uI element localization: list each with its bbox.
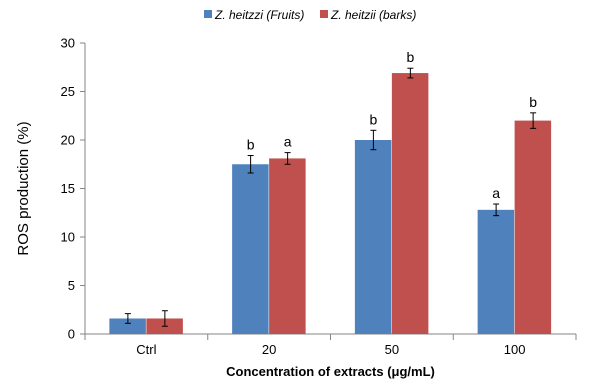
legend: Z. heitzzi (Fruits) Z. heitzii (barks) bbox=[204, 8, 416, 22]
y-tick-label: 15 bbox=[61, 181, 75, 196]
x-axis: Ctrl 20 50 100 bbox=[84, 333, 577, 357]
legend-swatch bbox=[320, 10, 328, 18]
significance-labels: b b a a b b bbox=[247, 49, 538, 201]
significance-label: b bbox=[529, 94, 537, 110]
y-axis: 0 5 10 15 20 25 30 bbox=[61, 36, 86, 342]
y-tick-label: 30 bbox=[61, 36, 75, 51]
significance-label: b bbox=[406, 49, 414, 65]
y-tick-label: 0 bbox=[68, 327, 75, 342]
y-axis-title: ROS production (%) bbox=[15, 121, 32, 255]
x-tick-label: 50 bbox=[385, 342, 399, 357]
y-tick-label: 5 bbox=[68, 278, 75, 293]
x-tick-label: Ctrl bbox=[136, 342, 156, 357]
significance-label: b bbox=[369, 111, 377, 127]
bar bbox=[354, 140, 392, 334]
bar bbox=[477, 209, 515, 334]
y-tick-label: 20 bbox=[61, 133, 75, 148]
x-tick-label: 100 bbox=[504, 342, 526, 357]
y-tick-label: 25 bbox=[61, 84, 75, 99]
legend-swatch bbox=[204, 10, 212, 18]
legend-label: Z. heitzzi (Fruits) bbox=[214, 8, 304, 22]
legend-label: Z. heitzii (barks) bbox=[330, 8, 416, 22]
bar bbox=[232, 164, 269, 334]
bar bbox=[391, 73, 429, 334]
x-tick-label: 20 bbox=[262, 342, 276, 357]
x-axis-title: Concentration of extracts (μg/mL) bbox=[226, 364, 435, 379]
bar bbox=[269, 158, 306, 334]
significance-label: a bbox=[284, 134, 292, 150]
bars bbox=[109, 73, 552, 334]
significance-label: a bbox=[492, 185, 500, 201]
y-tick-label: 10 bbox=[61, 230, 75, 245]
bar bbox=[514, 120, 552, 334]
bar bbox=[109, 318, 146, 334]
error-bars bbox=[124, 67, 537, 327]
significance-label: b bbox=[247, 137, 255, 153]
